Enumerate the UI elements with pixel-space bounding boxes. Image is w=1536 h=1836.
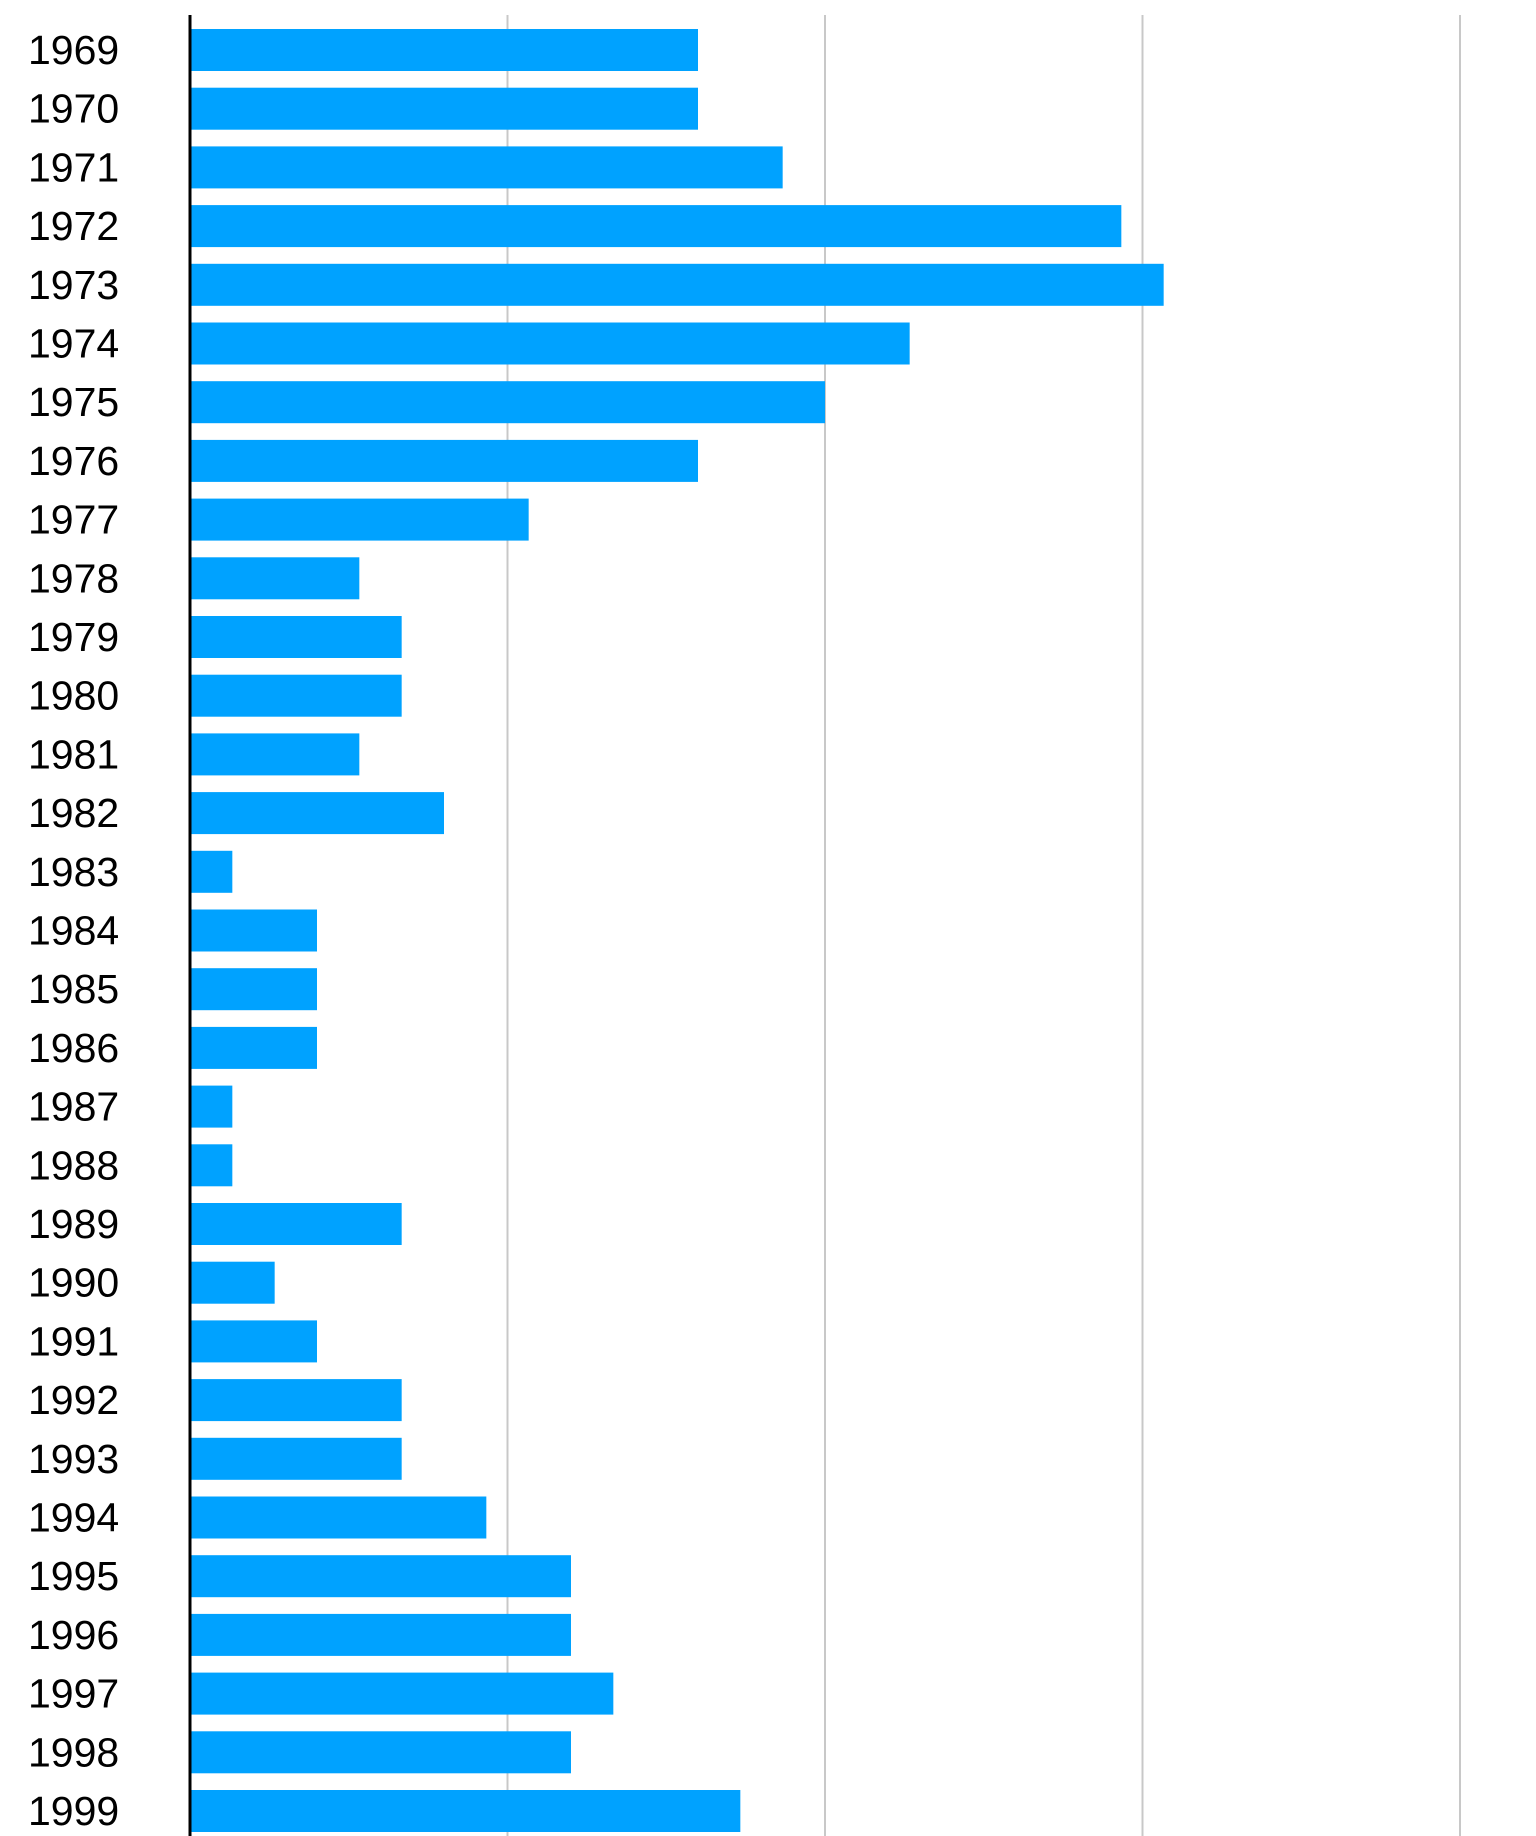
bar-1972: [190, 205, 1122, 248]
bar-1991: [190, 1320, 317, 1363]
bar-1983: [190, 850, 233, 893]
bar-1996: [190, 1613, 571, 1656]
category-label-1984: 1984: [28, 908, 119, 954]
bar-1992: [190, 1379, 402, 1422]
category-label-1987: 1987: [28, 1084, 119, 1130]
bar-1993: [190, 1437, 402, 1480]
bar-1997: [190, 1672, 614, 1715]
category-label-1993: 1993: [28, 1436, 119, 1482]
bar-1980: [190, 674, 402, 717]
bar-1981: [190, 733, 360, 776]
bar-1973: [190, 263, 1164, 306]
category-labels: 1969 1970 1971 1972 1973 1974 1975 1976 1977 1978…: [28, 27, 119, 1834]
gridlines: [506, 15, 1461, 1836]
category-label-1970: 1970: [28, 86, 119, 132]
bar-1974: [190, 322, 910, 365]
category-label-1981: 1981: [28, 731, 119, 777]
category-label-1971: 1971: [28, 144, 119, 190]
category-label-1991: 1991: [28, 1318, 119, 1364]
bar-1984: [190, 909, 317, 952]
category-label-1994: 1994: [28, 1495, 119, 1541]
category-label-1998: 1998: [28, 1729, 119, 1775]
bar-1985: [190, 968, 317, 1011]
category-label-1988: 1988: [28, 1142, 119, 1188]
category-label-1983: 1983: [28, 849, 119, 895]
bar-1971: [190, 146, 783, 189]
bar-1990: [190, 1261, 275, 1304]
bars: [190, 29, 1164, 1832]
bar-1976: [190, 439, 698, 482]
category-label-1995: 1995: [28, 1553, 119, 1599]
category-label-1985: 1985: [28, 966, 119, 1012]
bar-1995: [190, 1555, 571, 1598]
category-label-1992: 1992: [28, 1377, 119, 1423]
category-label-1975: 1975: [28, 379, 119, 425]
bar-1975: [190, 381, 825, 424]
category-label-1986: 1986: [28, 1025, 119, 1071]
category-label-1976: 1976: [28, 438, 119, 484]
category-label-1979: 1979: [28, 614, 119, 660]
category-label-1974: 1974: [28, 321, 119, 367]
bar-1988: [190, 1144, 233, 1187]
bar-1986: [190, 1026, 317, 1069]
bar-1999: [190, 1790, 741, 1832]
category-label-1972: 1972: [28, 203, 119, 249]
bar-1994: [190, 1496, 487, 1539]
bar-1978: [190, 557, 360, 600]
category-label-1990: 1990: [28, 1260, 119, 1306]
category-label-1973: 1973: [28, 262, 119, 308]
bar-1979: [190, 616, 402, 658]
bar-1998: [190, 1731, 571, 1774]
bar-1987: [190, 1085, 233, 1128]
category-label-1980: 1980: [28, 673, 119, 719]
category-label-1989: 1989: [28, 1201, 119, 1247]
bar-1989: [190, 1203, 402, 1245]
bar-1977: [190, 498, 529, 541]
bar-1970: [190, 87, 698, 130]
category-label-1977: 1977: [28, 497, 119, 543]
category-label-1997: 1997: [28, 1671, 119, 1717]
bar-1982: [190, 792, 444, 835]
bar-1969: [190, 29, 698, 71]
category-label-1999: 1999: [28, 1788, 119, 1834]
category-label-1969: 1969: [28, 27, 119, 73]
category-label-1996: 1996: [28, 1612, 119, 1658]
category-label-1982: 1982: [28, 790, 119, 836]
category-label-1978: 1978: [28, 555, 119, 601]
